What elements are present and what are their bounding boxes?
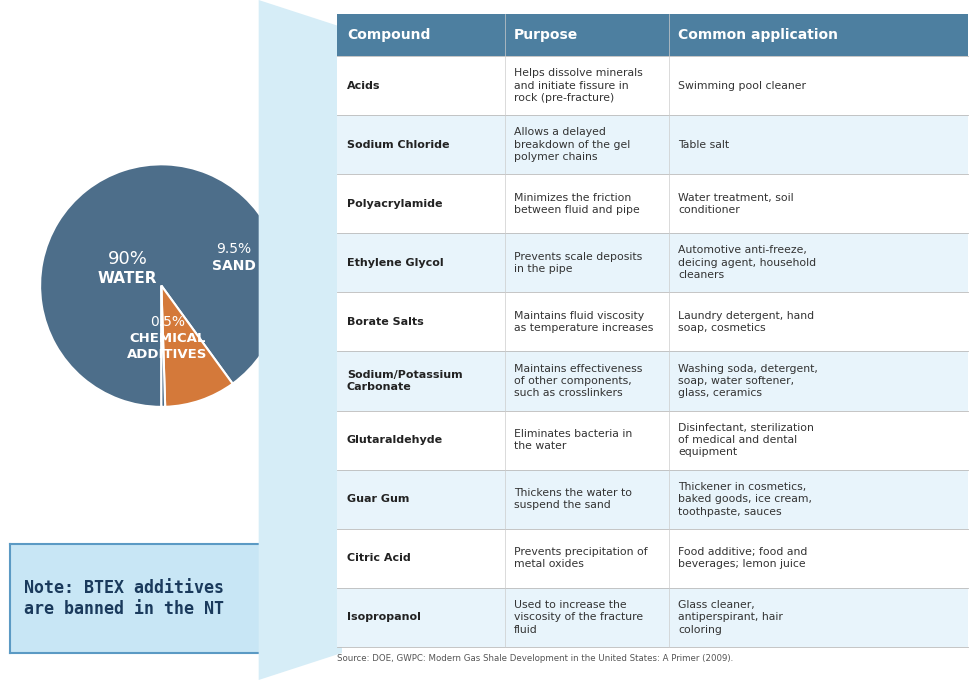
Text: SAND: SAND xyxy=(212,259,256,273)
Text: Prevents scale deposits
in the pipe: Prevents scale deposits in the pipe xyxy=(514,252,642,274)
Text: Acids: Acids xyxy=(347,80,380,90)
FancyBboxPatch shape xyxy=(337,411,967,470)
Wedge shape xyxy=(161,286,233,407)
Text: Water treatment, soil
conditioner: Water treatment, soil conditioner xyxy=(677,192,793,215)
Text: WATER: WATER xyxy=(98,271,157,286)
Text: Ethylene Glycol: Ethylene Glycol xyxy=(347,258,443,268)
Text: Laundry detergent, hand
soap, cosmetics: Laundry detergent, hand soap, cosmetics xyxy=(677,311,813,333)
Text: Sodium/Potassium
Carbonate: Sodium/Potassium Carbonate xyxy=(347,370,462,392)
Text: Guar Gum: Guar Gum xyxy=(347,494,408,504)
FancyBboxPatch shape xyxy=(337,56,967,115)
Text: Note: BTEX additives
are banned in the NT: Note: BTEX additives are banned in the N… xyxy=(23,579,224,618)
Text: Prevents precipitation of
metal oxides: Prevents precipitation of metal oxides xyxy=(514,547,647,569)
Text: Washing soda, detergent,
soap, water softener,
glass, ceramics: Washing soda, detergent, soap, water sof… xyxy=(677,364,817,398)
Text: Minimizes the friction
between fluid and pipe: Minimizes the friction between fluid and… xyxy=(514,192,639,215)
FancyBboxPatch shape xyxy=(337,352,967,411)
Text: Source: DOE, GWPC: Modern Gas Shale Development in the United States: A Primer (: Source: DOE, GWPC: Modern Gas Shale Deve… xyxy=(337,654,733,663)
Text: Polyacrylamide: Polyacrylamide xyxy=(347,199,442,209)
Text: Eliminates bacteria in
the water: Eliminates bacteria in the water xyxy=(514,429,632,452)
Text: Helps dissolve minerals
and initiate fissure in
rock (pre-fracture): Helps dissolve minerals and initiate fis… xyxy=(514,68,642,103)
Text: Citric Acid: Citric Acid xyxy=(347,554,410,563)
FancyBboxPatch shape xyxy=(337,292,967,352)
FancyBboxPatch shape xyxy=(337,14,967,56)
Text: Disinfectant, sterilization
of medical and dental
equipment: Disinfectant, sterilization of medical a… xyxy=(677,423,813,458)
FancyBboxPatch shape xyxy=(337,470,967,528)
FancyBboxPatch shape xyxy=(337,528,967,588)
Wedge shape xyxy=(161,286,165,407)
Text: Maintains effectiveness
of other components,
such as crosslinkers: Maintains effectiveness of other compone… xyxy=(514,364,642,398)
Text: 0.5%: 0.5% xyxy=(149,315,185,329)
Text: Thickener in cosmetics,
baked goods, ice cream,
toothpaste, sauces: Thickener in cosmetics, baked goods, ice… xyxy=(677,481,811,517)
Text: Common application: Common application xyxy=(677,28,837,41)
Text: Food additive; food and
beverages; lemon juice: Food additive; food and beverages; lemon… xyxy=(677,547,807,569)
Text: 90%: 90% xyxy=(107,250,148,268)
Text: ADDITIVES: ADDITIVES xyxy=(127,348,207,361)
FancyBboxPatch shape xyxy=(337,174,967,233)
FancyBboxPatch shape xyxy=(337,115,967,174)
Text: Borate Salts: Borate Salts xyxy=(347,317,423,327)
FancyBboxPatch shape xyxy=(337,233,967,292)
Text: Maintains fluid viscosity
as temperature increases: Maintains fluid viscosity as temperature… xyxy=(514,311,653,333)
Text: Swimming pool cleaner: Swimming pool cleaner xyxy=(677,80,805,90)
Text: CHEMICAL: CHEMICAL xyxy=(129,333,205,345)
Text: Compound: Compound xyxy=(347,28,430,41)
Text: Glass cleaner,
antiperspirant, hair
coloring: Glass cleaner, antiperspirant, hair colo… xyxy=(677,600,783,634)
FancyBboxPatch shape xyxy=(337,588,967,647)
Wedge shape xyxy=(40,165,282,407)
Text: Purpose: Purpose xyxy=(514,28,577,41)
Text: Used to increase the
viscosity of the fracture
fluid: Used to increase the viscosity of the fr… xyxy=(514,600,643,634)
Text: Allows a delayed
breakdown of the gel
polymer chains: Allows a delayed breakdown of the gel po… xyxy=(514,127,629,162)
Text: Automotive anti-freeze,
deicing agent, household
cleaners: Automotive anti-freeze, deicing agent, h… xyxy=(677,245,816,280)
Polygon shape xyxy=(258,0,342,680)
Text: Sodium Chloride: Sodium Chloride xyxy=(347,139,448,150)
Text: Isopropanol: Isopropanol xyxy=(347,612,420,622)
Text: Thickens the water to
suspend the sand: Thickens the water to suspend the sand xyxy=(514,488,631,510)
Text: Glutaraldehyde: Glutaraldehyde xyxy=(347,435,443,445)
Text: Table salt: Table salt xyxy=(677,139,729,150)
Text: 9.5%: 9.5% xyxy=(216,242,251,256)
